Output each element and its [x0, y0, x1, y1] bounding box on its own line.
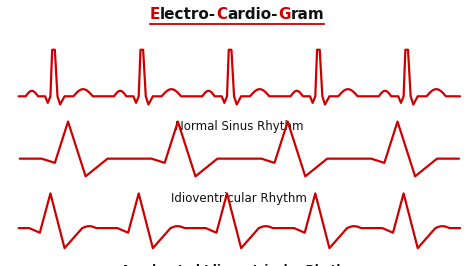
Text: E: E: [150, 7, 160, 22]
Text: Accelerated Idioventricular Rhythm: Accelerated Idioventricular Rhythm: [121, 264, 357, 266]
Text: C: C: [216, 7, 228, 22]
Text: lectro-: lectro-: [160, 7, 216, 22]
Text: G: G: [278, 7, 291, 22]
Text: Normal Sinus Rhythm: Normal Sinus Rhythm: [175, 120, 304, 133]
Text: ram: ram: [291, 7, 324, 22]
Text: ardio-: ardio-: [228, 7, 278, 22]
Text: Idioventricular Rhythm: Idioventricular Rhythm: [172, 192, 307, 205]
